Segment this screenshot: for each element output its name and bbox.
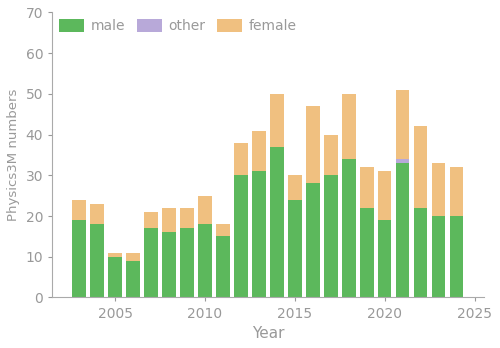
Bar: [396, 159, 409, 163]
Bar: [216, 236, 230, 298]
Bar: [432, 163, 446, 216]
Bar: [144, 228, 158, 298]
Bar: [198, 224, 211, 298]
Bar: [270, 94, 283, 147]
Bar: [90, 224, 104, 298]
Bar: [378, 220, 392, 298]
Bar: [180, 208, 194, 228]
Bar: [396, 90, 409, 159]
Bar: [162, 208, 176, 232]
Bar: [252, 130, 266, 171]
Bar: [252, 171, 266, 298]
Bar: [324, 175, 338, 298]
Bar: [90, 204, 104, 224]
Bar: [198, 196, 211, 224]
Bar: [396, 163, 409, 298]
Bar: [414, 208, 428, 298]
Legend: male, other, female: male, other, female: [59, 19, 296, 33]
Bar: [378, 171, 392, 220]
Bar: [126, 261, 140, 298]
Bar: [324, 135, 338, 175]
Y-axis label: Physics3M numbers: Physics3M numbers: [7, 89, 20, 221]
Bar: [306, 183, 320, 298]
Bar: [72, 200, 86, 220]
X-axis label: Year: Year: [252, 326, 284, 341]
Bar: [414, 126, 428, 208]
Bar: [288, 175, 302, 200]
Bar: [342, 159, 355, 298]
Bar: [108, 253, 122, 257]
Bar: [234, 143, 247, 175]
Bar: [234, 175, 247, 298]
Bar: [450, 216, 464, 298]
Bar: [180, 228, 194, 298]
Bar: [270, 147, 283, 298]
Bar: [216, 224, 230, 236]
Bar: [342, 94, 355, 159]
Bar: [360, 208, 374, 298]
Bar: [306, 106, 320, 183]
Bar: [108, 257, 122, 298]
Bar: [360, 167, 374, 208]
Bar: [126, 253, 140, 261]
Bar: [450, 167, 464, 216]
Bar: [288, 200, 302, 298]
Bar: [144, 212, 158, 228]
Bar: [72, 220, 86, 298]
Bar: [432, 216, 446, 298]
Bar: [162, 232, 176, 298]
